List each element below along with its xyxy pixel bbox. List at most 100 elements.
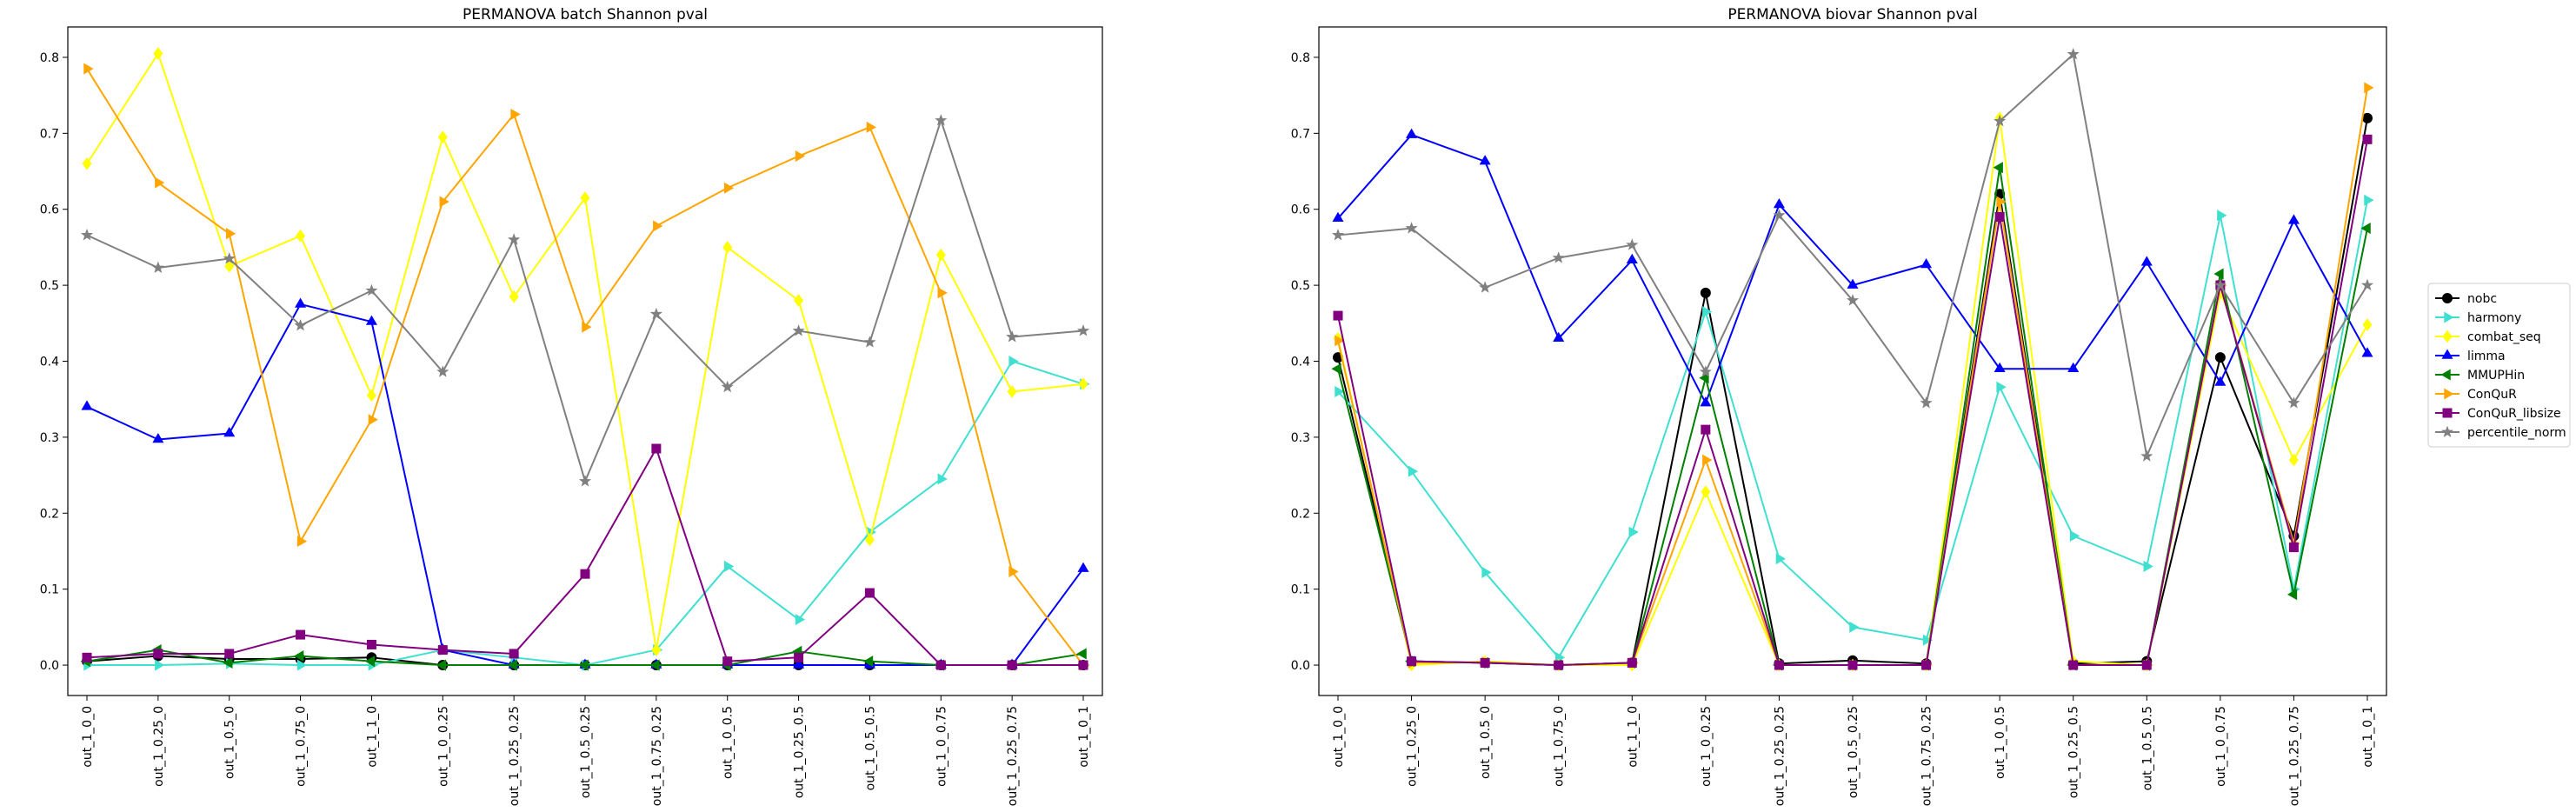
data-point-percentile-norm — [649, 307, 662, 320]
x-tick-label: out_1_1_0 — [1626, 706, 1640, 768]
x-tick-label: out_1_0_0.5 — [722, 706, 736, 779]
data-point-combat-seq — [224, 259, 235, 273]
data-point-combat-seq — [153, 47, 163, 60]
data-point-mmuphin — [2213, 268, 2224, 280]
x-tick-label: out_1_0.5_0 — [223, 706, 237, 779]
legend-marker-conqur-libsize — [2442, 408, 2453, 418]
series-limma — [1332, 128, 2373, 407]
data-point-combat-seq — [82, 156, 92, 170]
data-point-percentile-norm — [2213, 278, 2227, 291]
legend-marker-combat-seq — [2442, 329, 2453, 343]
data-point-nobc — [2362, 112, 2373, 123]
x-tick-label: out_1_0.25_0.25 — [1773, 706, 1787, 806]
data-point-limma — [2214, 376, 2227, 386]
series-line-combat-seq — [1337, 116, 2368, 667]
data-point-conqur — [2364, 82, 2374, 94]
data-point-conqur-libsize — [651, 443, 662, 454]
x-tick-label: out_1_0_1 — [1077, 706, 1091, 768]
data-point-conqur — [510, 108, 521, 121]
series-line-percentile-norm — [86, 119, 1084, 483]
data-point-percentile-norm — [151, 261, 164, 274]
series-conqur — [83, 63, 1090, 671]
x-tick-label: out_1_0_0.25 — [1700, 706, 1714, 787]
data-point-mmuphin — [507, 659, 517, 671]
legend-label-combat-seq: combat_seq — [2467, 330, 2541, 344]
data-point-conqur — [653, 220, 663, 232]
data-point-harmony — [155, 659, 165, 671]
data-point-conqur-libsize — [366, 639, 376, 649]
y-tick-label: 0.3 — [1291, 431, 1310, 445]
data-point-nobc — [1700, 287, 1711, 298]
series-conqur-libsize — [82, 443, 1088, 670]
x-tick-label: out_1_0.25_0.5 — [2067, 706, 2081, 798]
data-point-conqur-libsize — [1701, 424, 1711, 435]
data-point-conqur — [795, 150, 806, 163]
data-point-conqur-libsize — [437, 645, 448, 656]
data-point-mmuphin — [1076, 648, 1087, 660]
data-point-percentile-norm — [792, 324, 805, 336]
data-point-conqur — [1702, 454, 1713, 466]
data-point-percentile-norm — [436, 365, 449, 377]
data-point-limma — [1553, 331, 1565, 343]
data-point-harmony — [1922, 634, 1934, 646]
data-point-conqur-libsize — [1921, 660, 1932, 670]
data-point-limma — [1773, 197, 1785, 209]
data-point-conqur-libsize — [1007, 660, 1017, 670]
data-point-harmony — [1702, 306, 1713, 318]
series-line-conqur-libsize — [1337, 139, 2368, 667]
data-point-conqur-libsize — [224, 649, 235, 659]
series-conqur-libsize — [1333, 134, 2373, 670]
data-point-combat-seq — [1078, 377, 1088, 391]
data-point-conqur-libsize — [580, 569, 590, 579]
data-point-conqur-libsize — [1333, 310, 1343, 321]
data-point-harmony — [1628, 526, 1639, 538]
data-point-percentile-norm — [508, 233, 521, 245]
data-point-limma — [1700, 396, 1712, 407]
x-tick-label: out_1_0.25_0.75 — [2287, 706, 2301, 806]
data-point-limma — [2361, 347, 2373, 357]
legend-label-nobc: nobc — [2467, 292, 2497, 306]
series-line-percentile-norm — [1337, 53, 2368, 457]
series-combat-seq — [1333, 111, 2373, 672]
data-point-combat-seq — [864, 533, 875, 547]
data-point-harmony — [1996, 381, 2007, 393]
legend-label-conqur: ConQuR — [2467, 388, 2517, 402]
data-point-conqur-libsize — [153, 649, 163, 659]
data-point-conqur-libsize — [935, 660, 946, 670]
data-point-limma — [1920, 258, 1933, 269]
data-point-limma — [1406, 128, 1418, 138]
data-point-combat-seq — [2362, 318, 2373, 331]
data-point-limma — [295, 297, 307, 308]
data-point-harmony — [2364, 194, 2374, 206]
data-point-conqur-libsize — [864, 588, 875, 598]
data-point-combat-seq — [1701, 485, 1711, 499]
data-point-percentile-norm — [721, 380, 734, 393]
data-point-conqur-libsize — [2288, 542, 2299, 553]
data-point-mmuphin — [1993, 162, 2003, 174]
legend-label-harmony: harmony — [2467, 311, 2521, 325]
data-point-conqur — [439, 196, 449, 208]
data-point-mmuphin — [436, 659, 447, 671]
series-combat-seq — [82, 47, 1088, 656]
data-point-conqur-libsize — [794, 652, 804, 662]
data-point-limma — [793, 658, 805, 669]
data-point-percentile-norm — [223, 252, 236, 264]
data-point-harmony — [296, 659, 308, 671]
legend-marker-harmony — [2444, 311, 2454, 323]
y-tick-label: 0.5 — [40, 279, 59, 293]
legend-marker-mmuphin — [2440, 369, 2451, 381]
data-point-limma — [1332, 211, 1344, 222]
data-point-percentile-norm — [2287, 396, 2300, 409]
x-tick-label: out_1_0.25_0.75 — [1006, 706, 1020, 806]
data-point-nobc — [2214, 352, 2226, 363]
data-point-limma — [365, 315, 377, 325]
data-point-percentile-norm — [935, 114, 948, 126]
data-point-mmuphin — [862, 656, 874, 668]
data-point-harmony — [2069, 529, 2080, 542]
data-point-mmuphin — [649, 659, 660, 671]
data-point-conqur-libsize — [82, 652, 92, 662]
data-point-combat-seq — [1007, 385, 1017, 398]
legend-label-conqur-libsize: ConQuR_libsize — [2467, 407, 2561, 421]
